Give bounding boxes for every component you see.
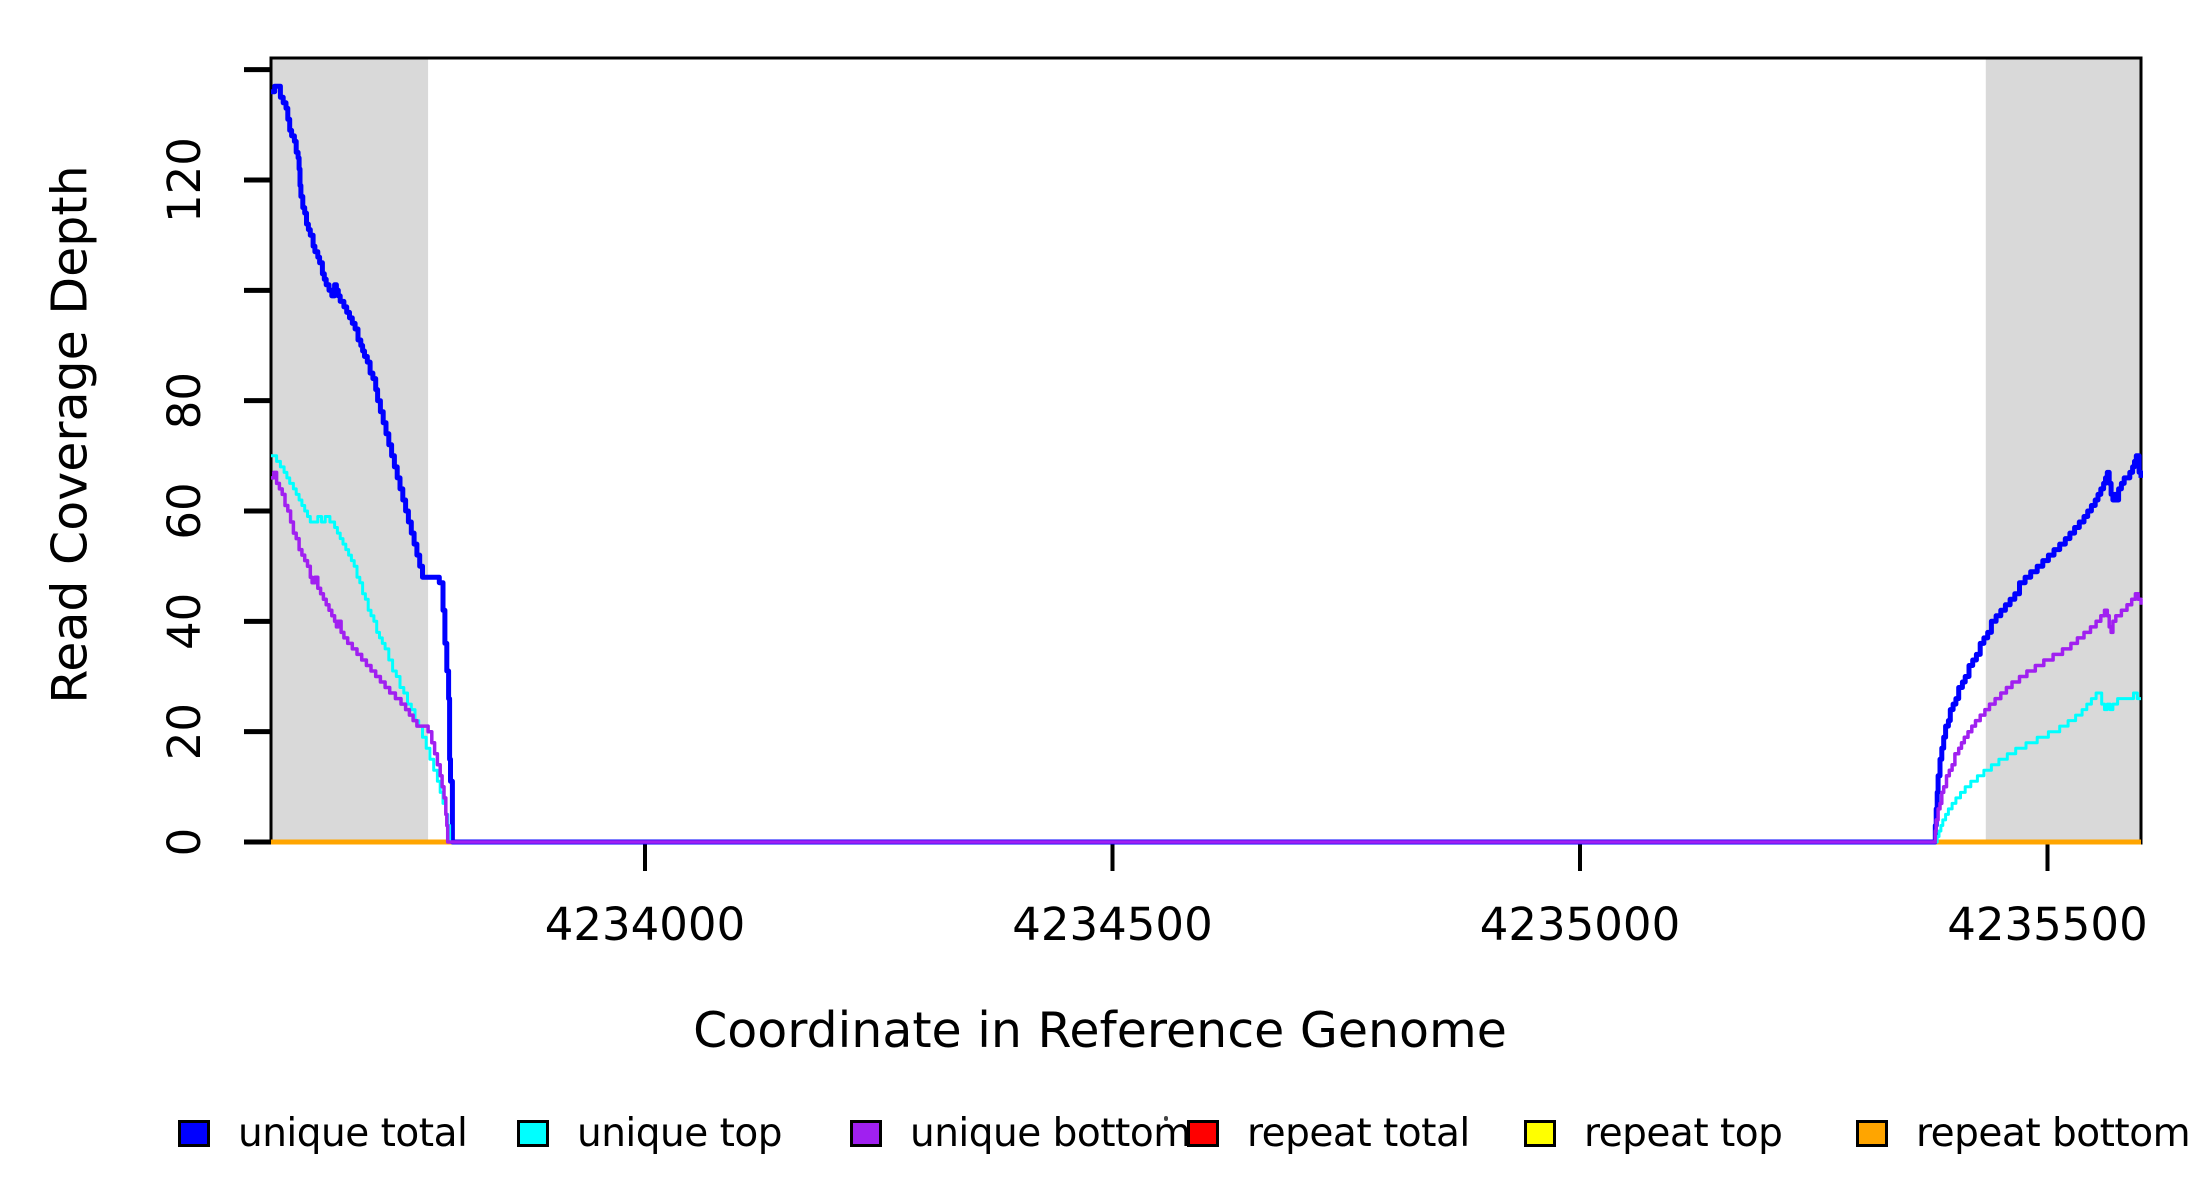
series-unique-bottom — [271, 470, 2143, 844]
x-tick-label: 4235000 — [1480, 898, 1680, 951]
y-tick-label: 0 — [158, 828, 211, 857]
series-unique-total — [271, 83, 2143, 845]
x-tick-label: 4234000 — [545, 898, 745, 951]
shaded-region — [1985, 58, 2141, 843]
y-tick-label: 40 — [158, 593, 211, 650]
series-unique-top — [271, 454, 2141, 844]
y-tick-label: 60 — [158, 482, 211, 539]
y-axis-title: Read Coverage Depth — [41, 165, 99, 704]
stray-dot-artifact — [1164, 1116, 1168, 1121]
shaded-region — [271, 58, 429, 843]
x-tick-label: 4235500 — [1947, 898, 2147, 951]
y-tick-label: 20 — [158, 703, 211, 760]
y-tick-label: 120 — [158, 137, 211, 223]
x-axis-title: Coordinate in Reference Genome — [693, 1002, 1507, 1059]
plot-border — [269, 56, 2143, 845]
x-tick-label: 4234500 — [1012, 898, 1212, 951]
y-tick-label: 80 — [158, 372, 211, 429]
